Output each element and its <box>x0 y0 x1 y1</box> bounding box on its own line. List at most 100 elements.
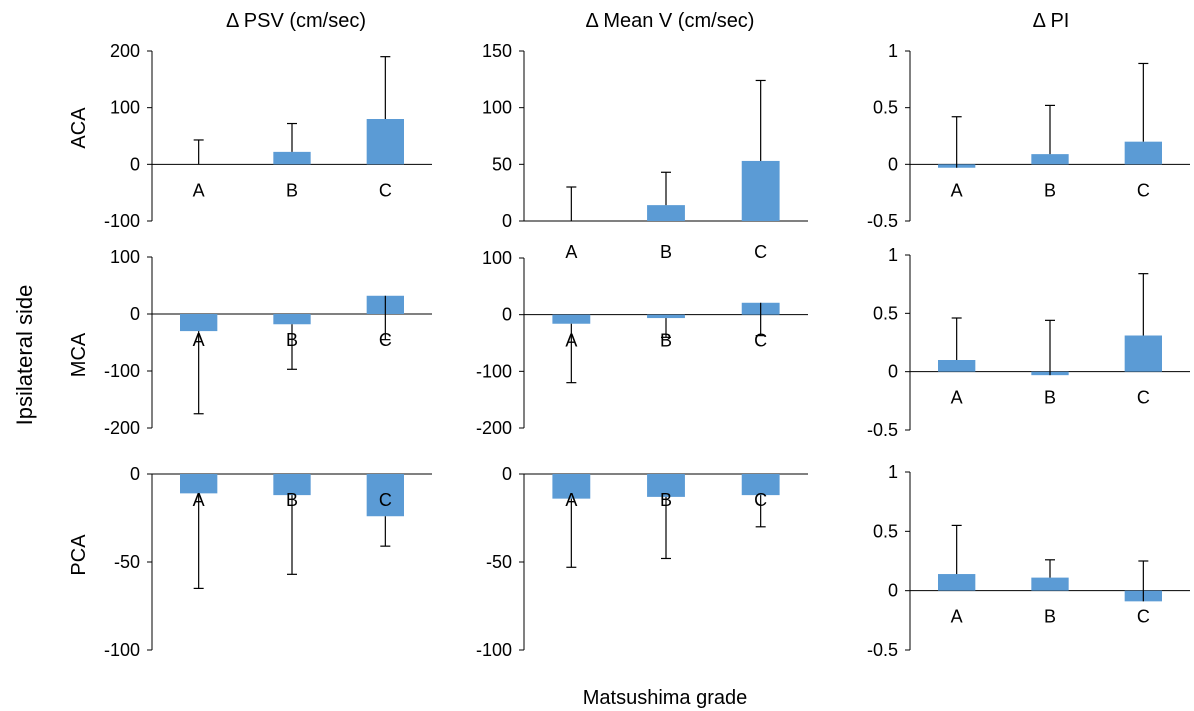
y-tick-label: 150 <box>482 41 512 61</box>
category-label-C: C <box>379 330 392 350</box>
panel-1: 200 100 0 -100 A B C <box>104 41 432 231</box>
category-label-B: B <box>660 490 672 510</box>
panel-8: 0 -50 -100 A B C <box>476 464 808 660</box>
category-label-A: A <box>565 242 577 262</box>
y-tick-label: -100 <box>476 361 512 381</box>
bar-C <box>741 474 780 496</box>
category-label-C: C <box>754 242 767 262</box>
y-axis-title: Ipsilateral side <box>12 285 37 426</box>
y-tick-label: 200 <box>110 41 140 61</box>
category-label-A: A <box>951 388 963 408</box>
category-label-A: A <box>565 490 577 510</box>
y-tick-label: 0.5 <box>873 98 898 118</box>
panel-9: 1 0.5 0 -0.5 A B C <box>867 462 1190 660</box>
y-tick-label: -200 <box>104 418 140 438</box>
bar-B <box>1031 154 1069 165</box>
category-label-C: C <box>379 180 392 200</box>
y-tick-label: -0.5 <box>867 420 898 440</box>
category-label-B: B <box>660 242 672 262</box>
y-tick-label: 0 <box>130 154 140 174</box>
category-label-B: B <box>1044 607 1056 627</box>
bar-A <box>180 474 218 494</box>
bar-C <box>1124 335 1162 372</box>
category-label-C: C <box>1137 388 1150 408</box>
bar-B <box>647 474 685 497</box>
y-tick-label: 1 <box>888 462 898 482</box>
category-label-A: A <box>951 607 963 627</box>
y-tick-label: -0.5 <box>867 211 898 231</box>
bar-B <box>273 151 311 165</box>
panel-5: 100 0 -100 -200 A B C <box>476 248 808 438</box>
y-tick-label: 0 <box>888 581 898 601</box>
bar-B <box>1031 577 1069 591</box>
y-tick-label: -100 <box>104 361 140 381</box>
y-tick-label: 100 <box>110 98 140 118</box>
y-tick-label: -100 <box>476 640 512 660</box>
bar-A <box>552 474 591 499</box>
bar-B <box>647 314 685 319</box>
category-label-B: B <box>1044 180 1056 200</box>
y-tick-label: -100 <box>104 640 140 660</box>
y-tick-label: 0 <box>888 154 898 174</box>
bar-C <box>741 160 780 221</box>
bar-A <box>180 314 218 332</box>
panel-6: 1 0.5 0 -0.5 A B C <box>867 245 1190 440</box>
category-label-A: A <box>193 330 205 350</box>
y-tick-label: 100 <box>482 248 512 268</box>
category-label-C: C <box>1137 607 1150 627</box>
bar-B <box>273 314 311 325</box>
y-tick-label: 0 <box>502 305 512 325</box>
y-tick-label: 50 <box>492 154 512 174</box>
category-label-A: A <box>951 180 963 200</box>
category-label-B: B <box>286 330 298 350</box>
y-tick-label: 0 <box>888 362 898 382</box>
y-tick-label: 1 <box>888 245 898 265</box>
category-label-C: C <box>754 490 767 510</box>
y-tick-label: 1 <box>888 41 898 61</box>
panel-3: 1 0.5 0 -0.5 A B C <box>867 41 1190 231</box>
category-label-B: B <box>660 331 672 351</box>
bar-C <box>366 119 404 165</box>
category-label-B: B <box>1044 388 1056 408</box>
y-tick-label: -0.5 <box>867 640 898 660</box>
category-label-B: B <box>286 490 298 510</box>
category-label-B: B <box>286 180 298 200</box>
category-label-A: A <box>193 490 205 510</box>
y-tick-label: -50 <box>486 552 512 572</box>
y-tick-label: 0 <box>130 304 140 324</box>
panel-4: 100 0 -100 -200 A B C <box>104 247 432 438</box>
row-label-aca: ACA <box>68 107 90 149</box>
y-tick-label: 100 <box>110 247 140 267</box>
y-tick-label: -100 <box>104 211 140 231</box>
y-tick-label: -50 <box>114 552 140 572</box>
bar-A <box>938 574 976 591</box>
panel-7: 0 -50 -100 A B C <box>104 464 432 660</box>
bar-A <box>938 360 976 372</box>
row-label-pca: PCA <box>68 534 90 576</box>
column-title-psv: Δ PSV (cm/sec) <box>226 10 366 32</box>
category-label-A: A <box>565 331 577 351</box>
bar-C <box>1124 141 1162 165</box>
bar-A <box>552 314 591 324</box>
column-title-meanv: Δ Mean V (cm/sec) <box>586 10 755 32</box>
y-tick-label: -200 <box>476 418 512 438</box>
x-axis-title: Matsushima grade <box>583 687 748 709</box>
bar-C <box>366 474 404 517</box>
bar-B <box>273 474 311 496</box>
column-title-pi: Δ PI <box>1033 10 1070 32</box>
category-label-A: A <box>193 180 205 200</box>
category-label-C: C <box>754 331 767 351</box>
category-label-C: C <box>1137 180 1150 200</box>
y-tick-label: 100 <box>482 98 512 118</box>
y-tick-label: 0 <box>502 464 512 484</box>
row-label-mca: MCA <box>68 332 90 377</box>
y-tick-label: 0.5 <box>873 303 898 323</box>
y-tick-label: 0.5 <box>873 521 898 541</box>
category-label-C: C <box>379 490 392 510</box>
panel-2: 150 100 50 0 A B C <box>482 41 808 262</box>
y-tick-label: 0 <box>502 211 512 231</box>
bar-B <box>647 205 685 221</box>
y-tick-label: 0 <box>130 464 140 484</box>
